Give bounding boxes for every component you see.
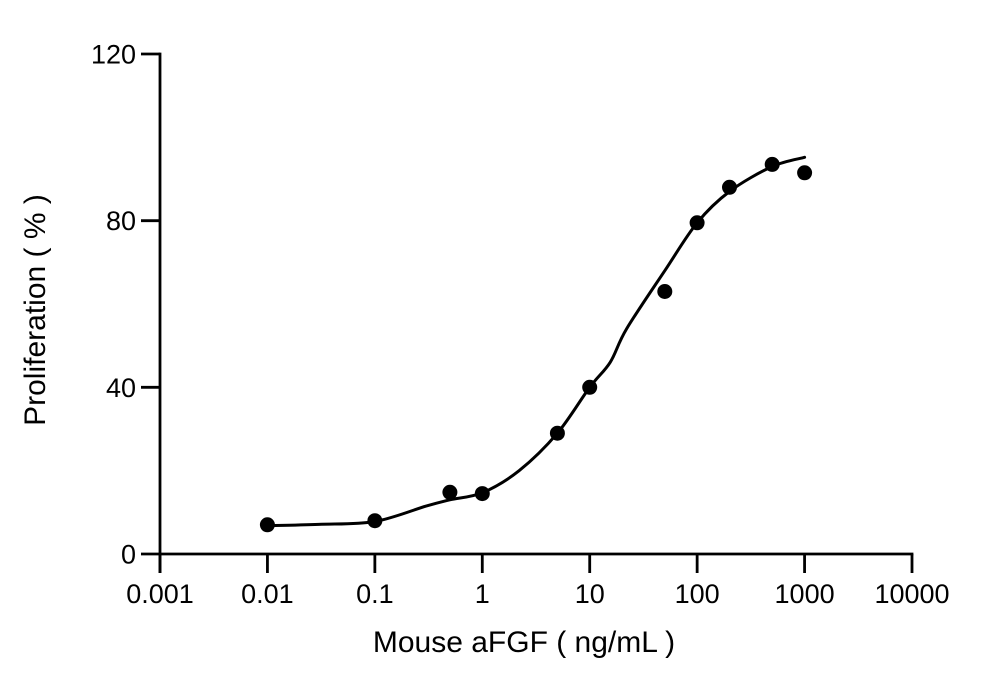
- x-tick-label: 0.01: [241, 579, 294, 609]
- data-point: [582, 379, 598, 395]
- y-axis-title: Proliferation ( % ): [19, 194, 52, 426]
- y-tick-label: 120: [91, 39, 136, 69]
- x-axis-ticks: 0.001 0.01 0.1 1 10 100 1000 10000: [126, 554, 950, 609]
- y-axis-ticks: 0 40 80 120: [91, 39, 160, 569]
- data-point: [367, 513, 383, 529]
- x-tick-label: 10000: [874, 579, 949, 609]
- data-point: [259, 517, 275, 533]
- y-tick-label: 80: [106, 206, 136, 236]
- y-tick-label: 0: [121, 539, 136, 569]
- x-axis-title: Mouse aFGF ( ng/mL ): [373, 626, 675, 659]
- data-point: [764, 156, 780, 172]
- x-tick-label: 1: [475, 579, 490, 609]
- data-point: [689, 215, 705, 231]
- scatter-points: [259, 156, 813, 533]
- x-tick-label: 100: [675, 579, 720, 609]
- data-point: [549, 425, 565, 441]
- x-tick-label: 1000: [775, 579, 835, 609]
- data-point: [797, 165, 813, 181]
- x-tick-label: 0.001: [126, 579, 194, 609]
- x-tick-label: 0.1: [356, 579, 394, 609]
- data-point: [657, 284, 673, 299]
- data-point: [474, 486, 490, 502]
- x-tick-label: 10: [575, 579, 605, 609]
- fit-curve-line: [265, 155, 807, 528]
- data-point: [722, 179, 737, 195]
- data-point: [442, 484, 458, 500]
- y-tick-label: 40: [106, 373, 136, 403]
